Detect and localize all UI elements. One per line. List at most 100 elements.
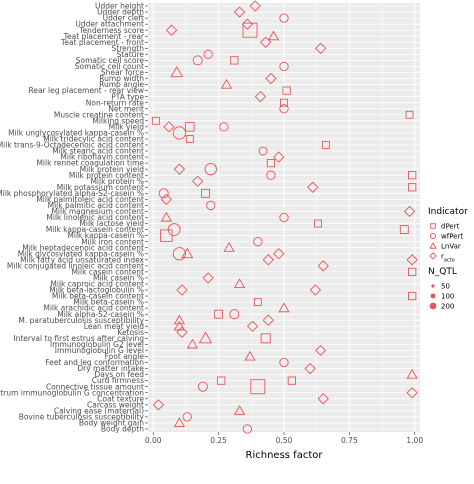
y-tick-label: Milk casein content — [71, 267, 144, 276]
data-point-square — [217, 376, 226, 385]
y-tick-label: Milk palmitic acid content — [48, 201, 144, 210]
data-point-triangle — [233, 278, 246, 289]
data-point-square — [280, 98, 288, 107]
data-point-triangle — [406, 368, 418, 379]
data-point-square — [214, 309, 224, 319]
y-tick-label: Milk heptadecenoic acid content — [22, 243, 144, 252]
y-tick-label: Teat placement - rear — [63, 32, 145, 41]
data-point-square — [408, 171, 417, 180]
y-tick-label: Body weight gain — [79, 419, 144, 428]
y-tick-label: Net merit — [108, 104, 144, 113]
legend-key-size — [430, 293, 436, 299]
data-point-circle — [229, 309, 240, 320]
data-point-diamond — [202, 272, 214, 284]
y-tick-label: Udder cleft — [103, 14, 144, 23]
x-axis-title: Richness factor — [246, 450, 324, 461]
y-tick-label: Milk yield — [109, 122, 145, 131]
legend-key-size — [431, 284, 435, 288]
data-point-triangle — [173, 417, 185, 428]
data-point-diamond — [309, 284, 322, 296]
y-tick-label: Milk protein % — [90, 177, 144, 186]
y-tick-label: Milk protein content — [69, 171, 144, 180]
data-point-diamond — [262, 254, 274, 266]
y-tick-label: Milk tridecylic acid content — [43, 135, 144, 144]
data-point-circle — [279, 61, 289, 72]
y-tick-label: Milk stearic acid content — [52, 147, 144, 156]
y-tick-label: Milk beta-casein % — [73, 298, 144, 307]
legend-key-square — [430, 223, 436, 229]
y-tick-label: Rump angle — [99, 80, 144, 89]
data-point-triangle — [173, 314, 185, 325]
y-tick-label: Teat placement - front — [60, 38, 144, 47]
data-point-square — [408, 267, 417, 277]
y-tick-label: Carcass weight — [87, 400, 144, 409]
data-point-circle — [197, 381, 208, 392]
data-point-circle — [158, 188, 169, 199]
data-point-square — [253, 298, 262, 307]
data-point-triangle — [198, 331, 213, 344]
data-point-diamond — [233, 6, 246, 18]
y-tick-label: Milk arachidic acid content — [43, 304, 144, 313]
x-tick-label: 0.25 — [210, 436, 227, 445]
data-point-circle — [253, 237, 263, 247]
y-tick-label: Immunoglobulin G2 level — [50, 340, 144, 349]
y-tick-label: Body depth — [101, 425, 144, 434]
data-point-diamond — [192, 175, 204, 187]
y-tick-label: Dry matter intake — [77, 364, 144, 373]
y-tick-label: Milk casein % — [93, 274, 144, 283]
y-tick-label: Milk phosphorylated alpha-S2-casein % — [0, 189, 144, 198]
data-point-circle — [206, 200, 216, 211]
y-tick-label: Connective tissue amount — [46, 382, 144, 391]
y-tick-label: Rear leg placement - rear view — [28, 86, 144, 95]
x-tick-label: 0.00 — [145, 436, 162, 445]
data-point-triangle — [220, 78, 233, 89]
y-tick-label: Tenderness score — [78, 26, 144, 35]
y-tick-label: Udder attachment — [75, 20, 144, 29]
data-point-diamond — [317, 393, 329, 405]
data-point-diamond — [273, 151, 285, 163]
data-point-diamond — [176, 326, 188, 338]
data-point-circle — [219, 122, 229, 132]
legend-label-indicator: wfPert — [441, 233, 463, 241]
y-tick-label: Calving ease (maternal) — [54, 406, 144, 415]
points — [151, 0, 418, 434]
y-tick-label: Milk fatty acid unsaturated index — [20, 255, 144, 264]
data-point-square — [314, 219, 322, 228]
data-point-circle — [192, 55, 203, 66]
data-point-triangle — [278, 302, 290, 313]
y-tick-label: Somatic cell score — [76, 56, 145, 65]
data-point-square — [287, 376, 296, 385]
data-point-diamond — [307, 181, 319, 193]
y-tick-label: Coat texture — [97, 394, 144, 403]
data-point-diamond — [403, 205, 416, 218]
data-point-square — [260, 333, 271, 344]
data-point-triangle — [233, 405, 246, 415]
data-point-square — [408, 183, 417, 192]
data-point-diamond — [173, 163, 186, 175]
y-tick-label: Strength — [112, 44, 145, 53]
legend-label-size: 100 — [441, 293, 454, 301]
data-point-diamond — [314, 42, 327, 54]
data-point-square — [399, 225, 409, 235]
y-tick-label: Milk caproic acid content — [50, 280, 144, 289]
data-point-square — [266, 158, 276, 168]
data-point-square — [230, 56, 239, 65]
y-tick-label: Milk beta-lactoglobulin % — [49, 286, 144, 295]
y-tick-label: Interval to first estrus after calving — [13, 334, 144, 343]
y-tick-label: Milk potassium content — [57, 183, 144, 192]
y-tick-label: M. paratuberculosis susceptibility — [18, 316, 144, 325]
data-point-diamond — [176, 284, 188, 296]
legend-title-nqtl: N_QTL — [428, 267, 457, 277]
legend-label-subscript: acto — [444, 258, 455, 264]
legend: Indicator dPert wfPert LnVar racto N_QTL 50 100… — [428, 207, 468, 311]
y-tick-label: Milk unglycosylated kappa-casein % — [8, 129, 144, 138]
legend-label-indicator: racto — [441, 253, 455, 264]
data-point-triangle — [160, 211, 172, 222]
data-point-square — [321, 141, 330, 149]
y-tick-label: Milking speed — [92, 116, 144, 125]
data-point-diamond — [315, 345, 327, 356]
y-tick-label: Milk beta-casein content — [52, 292, 144, 301]
data-point-diamond — [304, 362, 316, 375]
data-point-diamond — [260, 36, 272, 48]
